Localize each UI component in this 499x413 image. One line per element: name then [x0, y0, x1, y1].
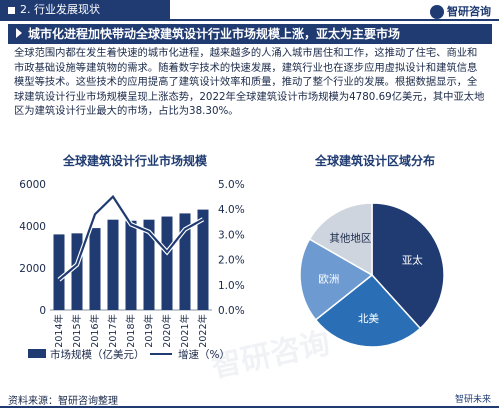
pie-slice-label: 其他地区	[329, 232, 371, 245]
bar	[125, 220, 137, 310]
bar	[143, 219, 155, 310]
top-bar: 2. 行业发展现状 智研咨询	[0, 0, 499, 22]
bar	[89, 228, 101, 310]
x-tick-label: 2015年	[71, 314, 83, 348]
right-tick-label: 3.0%	[218, 229, 245, 241]
x-tick-label: 2016年	[89, 314, 101, 348]
pie-slice	[314, 273, 422, 348]
left-tick-label: 0	[39, 305, 46, 317]
headline-text: 城市化进程加快带动全球建筑设计行业市场规模上涨，亚太为主要市场	[28, 27, 401, 41]
section-label: 2. 行业发展现状	[0, 0, 170, 20]
headline-banner: 城市化进程加快带动全球建筑设计行业市场规模上涨，亚太为主要市场	[8, 24, 492, 44]
bar	[107, 219, 119, 310]
right-tick-label: 0.0%	[218, 305, 245, 317]
growth-line-halo	[57, 193, 205, 282]
pie-slice	[299, 238, 374, 321]
bar	[197, 209, 209, 310]
section-label-text: 2. 行业发展现状	[20, 3, 100, 16]
footer-brand: 智研未来	[454, 395, 491, 405]
bar	[161, 216, 173, 310]
left-tick-label: 2000	[19, 263, 46, 275]
right-tick-label: 5.0%	[218, 179, 245, 191]
x-tick-label: 2021年	[179, 314, 191, 348]
pie-slice-label: 亚太	[402, 253, 423, 266]
bar	[53, 234, 65, 310]
pie-slice	[308, 202, 373, 277]
right-chart-title: 全球建筑设计区域分布	[314, 154, 435, 168]
bar	[179, 213, 191, 310]
brand-logo: 智研咨询	[430, 3, 491, 19]
pie-slice-label: 欧洲	[318, 273, 339, 285]
x-tick-label: 2019年	[143, 314, 155, 348]
left-tick-label: 6000	[19, 179, 46, 191]
top-divider	[0, 19, 499, 21]
brand-name: 智研咨询	[447, 5, 491, 18]
bottom-divider	[0, 406, 499, 408]
legend-swatch-bar	[28, 349, 46, 358]
right-tick-label: 4.0%	[218, 204, 245, 216]
bar	[71, 233, 83, 310]
pie-slice	[371, 202, 445, 330]
x-tick-label: 2018年	[125, 314, 137, 348]
x-tick-label: 2017年	[107, 314, 119, 348]
x-tick-label: 2020年	[161, 314, 173, 348]
triangle-icon	[16, 28, 22, 38]
left-chart-title: 全球建筑设计行业市场规模	[62, 154, 207, 168]
x-tick-label: 2014年	[53, 314, 65, 348]
legend-label-bar: 市场规模（亿美元）	[50, 348, 145, 361]
watermark-text: 智研咨询	[208, 325, 334, 386]
brand-logo-icon	[430, 5, 444, 19]
pie-slice-label: 北美	[358, 312, 379, 325]
source-note: 资料来源：智研咨询整理	[8, 396, 118, 407]
growth-line	[58, 194, 204, 281]
body-paragraph: 全球范围内都在发生着快速的城市化进程，越来越多的人涌入城市居住和工作，这推动了住…	[14, 47, 485, 117]
left-tick-label: 4000	[19, 221, 46, 233]
square-icon	[8, 6, 15, 14]
right-tick-label: 2.0%	[218, 255, 245, 267]
right-tick-label: 1.0%	[218, 280, 245, 292]
